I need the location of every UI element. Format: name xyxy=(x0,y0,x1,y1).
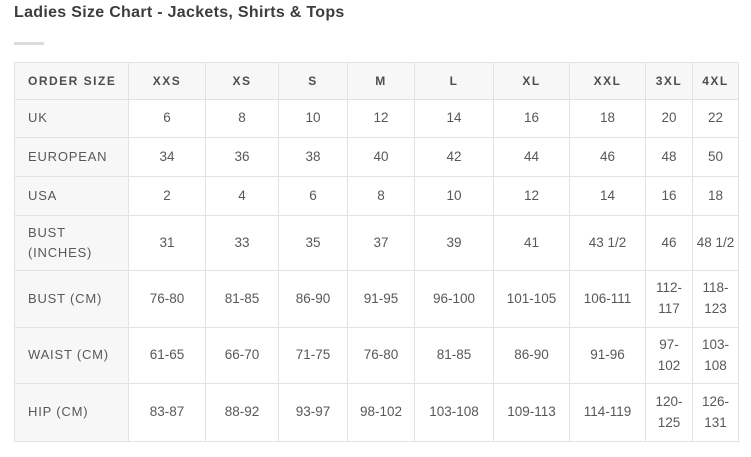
page-title: Ladies Size Chart - Jackets, Shirts & To… xyxy=(14,4,345,21)
cell: 44 xyxy=(493,137,570,177)
cell: 46 xyxy=(569,137,646,177)
cell: 14 xyxy=(569,176,646,216)
cell: 106-111 xyxy=(569,270,646,328)
cell: 48 xyxy=(645,137,693,177)
cell: 34 xyxy=(128,137,206,177)
cell: 96-100 xyxy=(414,270,494,328)
cell: 120-125 xyxy=(645,383,693,442)
cell: 76-80 xyxy=(128,270,206,328)
cell: 2 xyxy=(128,176,206,216)
size-chart-table: ORDER SIZE XXS XS S M L XL XXL 3XL 4XL U… xyxy=(14,62,739,442)
table-header-row: ORDER SIZE XXS XS S M L XL XXL 3XL 4XL xyxy=(14,62,739,100)
cell: 8 xyxy=(205,99,279,138)
cell: 112-117 xyxy=(645,270,693,328)
column-header-4xl: 4XL xyxy=(692,62,739,100)
cell: 41 xyxy=(493,215,570,271)
cell: 118-123 xyxy=(692,270,739,328)
cell: 61-65 xyxy=(128,327,206,384)
row-label: BUST (CM) xyxy=(14,270,129,328)
cell: 81-85 xyxy=(205,270,279,328)
table-row-bust-inches: BUST (INCHES) 31 33 35 37 39 41 43 1/2 4… xyxy=(14,215,739,271)
cell: 39 xyxy=(414,215,494,271)
cell: 20 xyxy=(645,99,693,138)
cell: 98-102 xyxy=(347,383,415,442)
row-label: HIP (CM) xyxy=(14,383,129,442)
cell: 12 xyxy=(347,99,415,138)
cell: 4 xyxy=(205,176,279,216)
table-row-uk: UK 6 8 10 12 14 16 18 20 22 xyxy=(14,99,739,138)
cell: 31 xyxy=(128,215,206,271)
column-header-xxs: XXS xyxy=(128,62,206,100)
row-label: USA xyxy=(14,176,129,216)
row-label: EUROPEAN xyxy=(14,137,129,177)
cell: 18 xyxy=(692,176,739,216)
cell: 36 xyxy=(205,137,279,177)
column-header-xxl: XXL xyxy=(569,62,646,100)
table-row-waist-cm: WAIST (CM) 61-65 66-70 71-75 76-80 81-85… xyxy=(14,327,739,384)
cell: 10 xyxy=(278,99,348,138)
cell: 48 1/2 xyxy=(692,215,739,271)
cell: 16 xyxy=(645,176,693,216)
cell: 88-92 xyxy=(205,383,279,442)
column-header-xl: XL xyxy=(493,62,570,100)
cell: 126-131 xyxy=(692,383,739,442)
cell: 12 xyxy=(493,176,570,216)
cell: 22 xyxy=(692,99,739,138)
column-header-order-size: ORDER SIZE xyxy=(14,62,129,100)
cell: 6 xyxy=(128,99,206,138)
cell: 18 xyxy=(569,99,646,138)
cell: 38 xyxy=(278,137,348,177)
column-header-xs: XS xyxy=(205,62,279,100)
cell: 33 xyxy=(205,215,279,271)
column-header-s: S xyxy=(278,62,348,100)
row-label: UK xyxy=(14,99,129,138)
cell: 103-108 xyxy=(414,383,494,442)
cell: 109-113 xyxy=(493,383,570,442)
cell: 103-108 xyxy=(692,327,739,384)
cell: 97-102 xyxy=(645,327,693,384)
table-row-bust-cm: BUST (CM) 76-80 81-85 86-90 91-95 96-100… xyxy=(14,270,739,328)
cell: 37 xyxy=(347,215,415,271)
row-label: BUST (INCHES) xyxy=(14,215,129,271)
cell: 71-75 xyxy=(278,327,348,384)
cell: 86-90 xyxy=(278,270,348,328)
cell: 76-80 xyxy=(347,327,415,384)
table-row-usa: USA 2 4 6 8 10 12 14 16 18 xyxy=(14,176,739,216)
cell: 6 xyxy=(278,176,348,216)
table-row-european: EUROPEAN 34 36 38 40 42 44 46 48 50 xyxy=(14,137,739,177)
column-header-3xl: 3XL xyxy=(645,62,693,100)
cell: 91-96 xyxy=(569,327,646,384)
row-label: WAIST (CM) xyxy=(14,327,129,384)
cell: 10 xyxy=(414,176,494,216)
cell: 93-97 xyxy=(278,383,348,442)
table-row-hip-cm: HIP (CM) 83-87 88-92 93-97 98-102 103-10… xyxy=(14,383,739,442)
cell: 50 xyxy=(692,137,739,177)
cell: 81-85 xyxy=(414,327,494,384)
cell: 66-70 xyxy=(205,327,279,384)
cell: 16 xyxy=(493,99,570,138)
cell: 43 1/2 xyxy=(569,215,646,271)
column-header-m: M xyxy=(347,62,415,100)
cell: 35 xyxy=(278,215,348,271)
column-header-l: L xyxy=(414,62,494,100)
cell: 101-105 xyxy=(493,270,570,328)
title-divider xyxy=(14,42,44,45)
cell: 83-87 xyxy=(128,383,206,442)
cell: 114-119 xyxy=(569,383,646,442)
cell: 8 xyxy=(347,176,415,216)
cell: 42 xyxy=(414,137,494,177)
cell: 91-95 xyxy=(347,270,415,328)
cell: 14 xyxy=(414,99,494,138)
cell: 46 xyxy=(645,215,693,271)
cell: 86-90 xyxy=(493,327,570,384)
cell: 40 xyxy=(347,137,415,177)
